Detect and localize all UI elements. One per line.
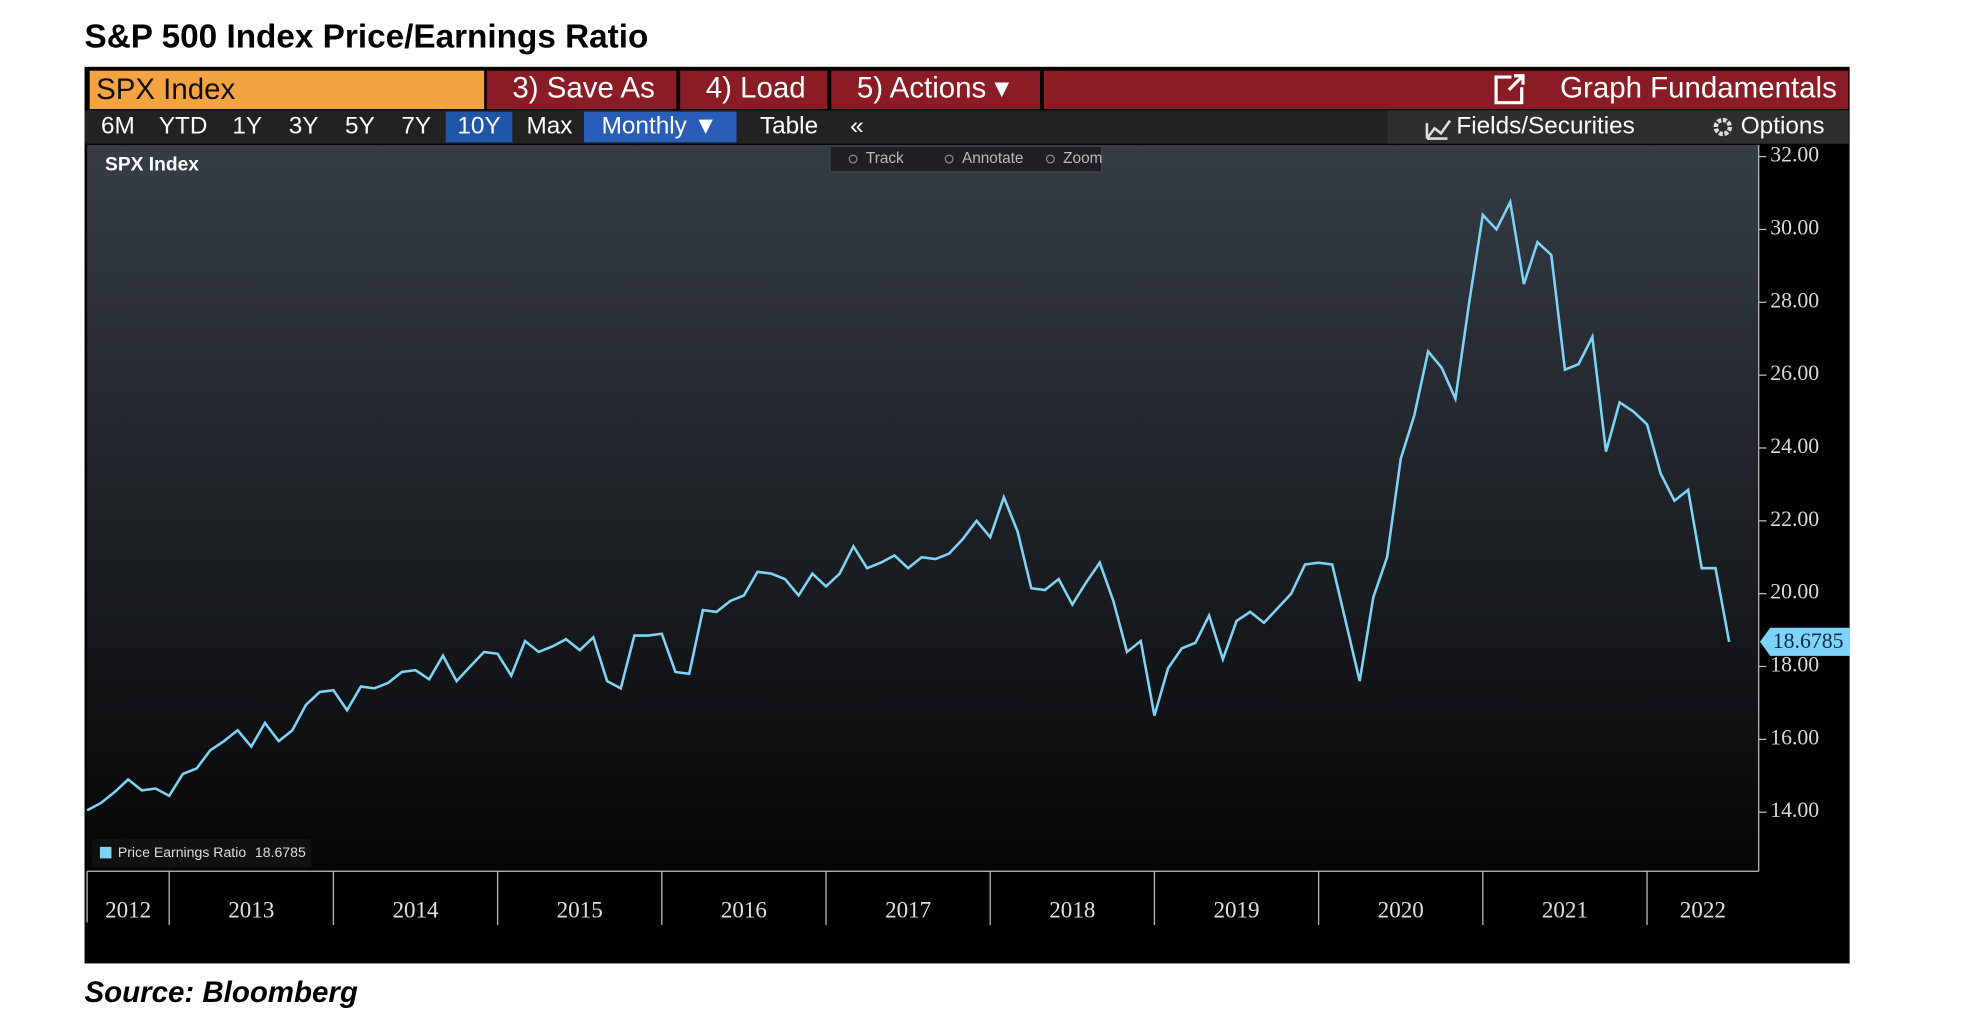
- fields-icon: [1425, 119, 1452, 140]
- x-tick-label: 2014: [392, 897, 439, 923]
- button[interactable]: [680, 70, 828, 110]
- tool-button[interactable]: Annotate: [962, 150, 1024, 167]
- legend-value: 18.6785: [255, 844, 306, 860]
- last-value-marker: [1759, 627, 1850, 656]
- security-text: SPX Index: [96, 73, 235, 106]
- y-tick-label: 18.00: [1770, 653, 1819, 677]
- y-tick-label: 26.00: [1770, 361, 1819, 385]
- y-tick-label: 30.00: [1770, 215, 1819, 239]
- legend-box: [92, 839, 312, 868]
- collapse-button[interactable]: «: [850, 112, 864, 139]
- x-tick-label: 2022: [1680, 897, 1726, 923]
- tool-icon: [1045, 154, 1055, 164]
- button-label[interactable]: 3) Save As: [512, 72, 654, 105]
- plot: 14.00 16.00 18.00 20.00 22.00 24.00 26.00 28.00…: [86, 143, 1850, 926]
- y-tick-label: 22.00: [1770, 507, 1819, 531]
- x-tick-label: 2020: [1378, 897, 1424, 923]
- period-text: Monthly ▼: [602, 112, 718, 139]
- graph-bar[interactable]: [1043, 70, 1849, 110]
- tool-button[interactable]: Zoom: [1063, 150, 1102, 167]
- range-button[interactable]: 3Y: [289, 112, 319, 139]
- tool-button[interactable]: Track: [866, 150, 904, 167]
- x-tick-label: 2012: [105, 897, 151, 923]
- button-label[interactable]: 5) Actions ▾: [857, 72, 1010, 105]
- tool-icon: [944, 154, 954, 164]
- legend-label: Price Earnings Ratio: [118, 844, 246, 860]
- range-buttons: 6M YTD 1Y 3Y 5Y 7Y 10Y Max: [101, 111, 573, 143]
- x-tick-label: 2013: [228, 897, 274, 923]
- source: Source: Bloomberg: [85, 976, 358, 1009]
- y-tick-label: 16.00: [1770, 725, 1819, 749]
- range-button[interactable]: 5Y: [345, 112, 375, 139]
- x-tick-label: 2017: [885, 897, 931, 923]
- y-tick-label: 20.00: [1770, 580, 1819, 604]
- x-tick-label: 2018: [1049, 897, 1095, 923]
- y-tick-label: 32.00: [1770, 143, 1819, 167]
- range-button[interactable]: YTD: [159, 112, 208, 139]
- security-field[interactable]: [89, 70, 485, 110]
- tool-icon: [848, 154, 858, 164]
- button[interactable]: [486, 70, 677, 110]
- last-value-label: 18.6785: [1773, 629, 1844, 653]
- toolbar-right: [1387, 110, 1849, 144]
- range-button[interactable]: 1Y: [232, 112, 262, 139]
- y-tick-label: 24.00: [1770, 434, 1819, 458]
- toolbar-buttons: 3) Save As 4) Load 5) Actions ▾: [512, 72, 1009, 105]
- range-button[interactable]: 7Y: [401, 112, 431, 139]
- plot-area: [87, 144, 1759, 872]
- x-tick-label: 2019: [1213, 897, 1259, 923]
- y-tick-label: 28.00: [1770, 288, 1819, 312]
- graph-fundamentals[interactable]: Graph Fundamentals: [1560, 72, 1837, 105]
- x-tick-label: 2021: [1542, 897, 1588, 923]
- fields-button[interactable]: Fields/Securities: [1456, 112, 1634, 139]
- tool-bar: [829, 145, 1103, 173]
- period-button[interactable]: [584, 111, 737, 143]
- page-title: S&P 500 Index Price/Earnings Ratio: [85, 18, 649, 55]
- range-selected: [445, 111, 513, 143]
- button[interactable]: [831, 70, 1041, 110]
- chart-title: SPX Index: [105, 155, 199, 176]
- button-label[interactable]: 4) Load: [706, 72, 806, 105]
- series-line: [86, 198, 1731, 812]
- range-button[interactable]: 10Y: [457, 112, 500, 139]
- range-button[interactable]: Max: [527, 112, 573, 139]
- range-button[interactable]: 6M: [101, 112, 135, 139]
- x-tick-label: 2015: [557, 897, 603, 923]
- tools: Track Annotate Zoom: [848, 150, 1102, 167]
- y-tick-label: 14.00: [1770, 798, 1819, 822]
- x-tick-label: 2016: [721, 897, 767, 923]
- legend-swatch: [99, 846, 112, 859]
- options-button[interactable]: Options: [1741, 112, 1825, 139]
- table-button[interactable]: Table: [760, 112, 818, 139]
- options-icon: [1713, 117, 1733, 137]
- export-icon: [1494, 74, 1525, 105]
